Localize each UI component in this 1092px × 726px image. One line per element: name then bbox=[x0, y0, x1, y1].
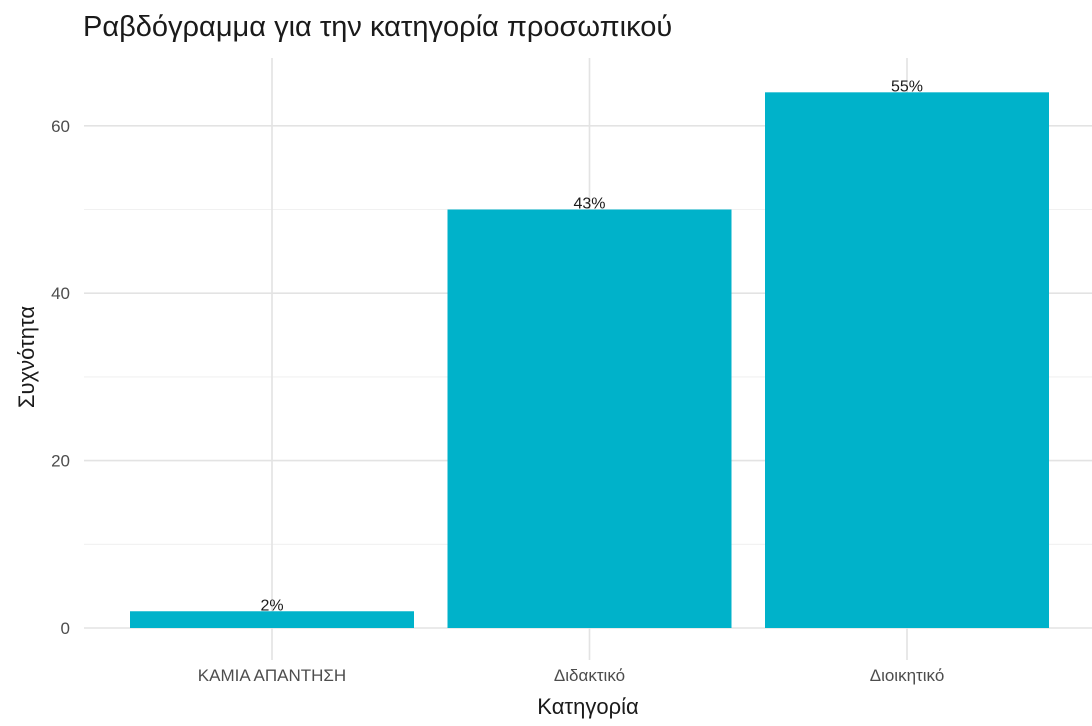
y-tick-label: 0 bbox=[61, 619, 70, 638]
y-axis-title: Συχνότητα bbox=[14, 306, 39, 408]
x-axis-title: Κατηγορία bbox=[537, 694, 639, 719]
bar-data-label: 43% bbox=[573, 196, 605, 213]
chart-title: Ραβδόγραμμα για την κατηγορία προσωπικού bbox=[83, 11, 672, 43]
x-tick-labels: ΚΑΜΙΑ ΑΠΑΝΤΗΣΗ Διδακτικό Διοικητικό bbox=[198, 666, 945, 685]
x-tick-label: ΚΑΜΙΑ ΑΠΑΝΤΗΣΗ bbox=[198, 666, 346, 685]
y-tick-labels: 0 20 40 60 bbox=[51, 117, 70, 638]
bar bbox=[765, 92, 1049, 628]
bar-data-label: 55% bbox=[891, 78, 923, 95]
y-tick-label: 60 bbox=[51, 117, 70, 136]
x-tick-label: Διοικητικό bbox=[870, 666, 945, 685]
bar-data-label: 2% bbox=[260, 597, 283, 614]
bar bbox=[130, 611, 414, 628]
x-tick-label: Διδακτικό bbox=[554, 666, 625, 685]
y-tick-label: 20 bbox=[51, 452, 70, 471]
bars-group: 2% 43% 55% bbox=[130, 78, 1049, 628]
bar bbox=[447, 209, 732, 628]
y-tick-label: 40 bbox=[51, 284, 70, 303]
